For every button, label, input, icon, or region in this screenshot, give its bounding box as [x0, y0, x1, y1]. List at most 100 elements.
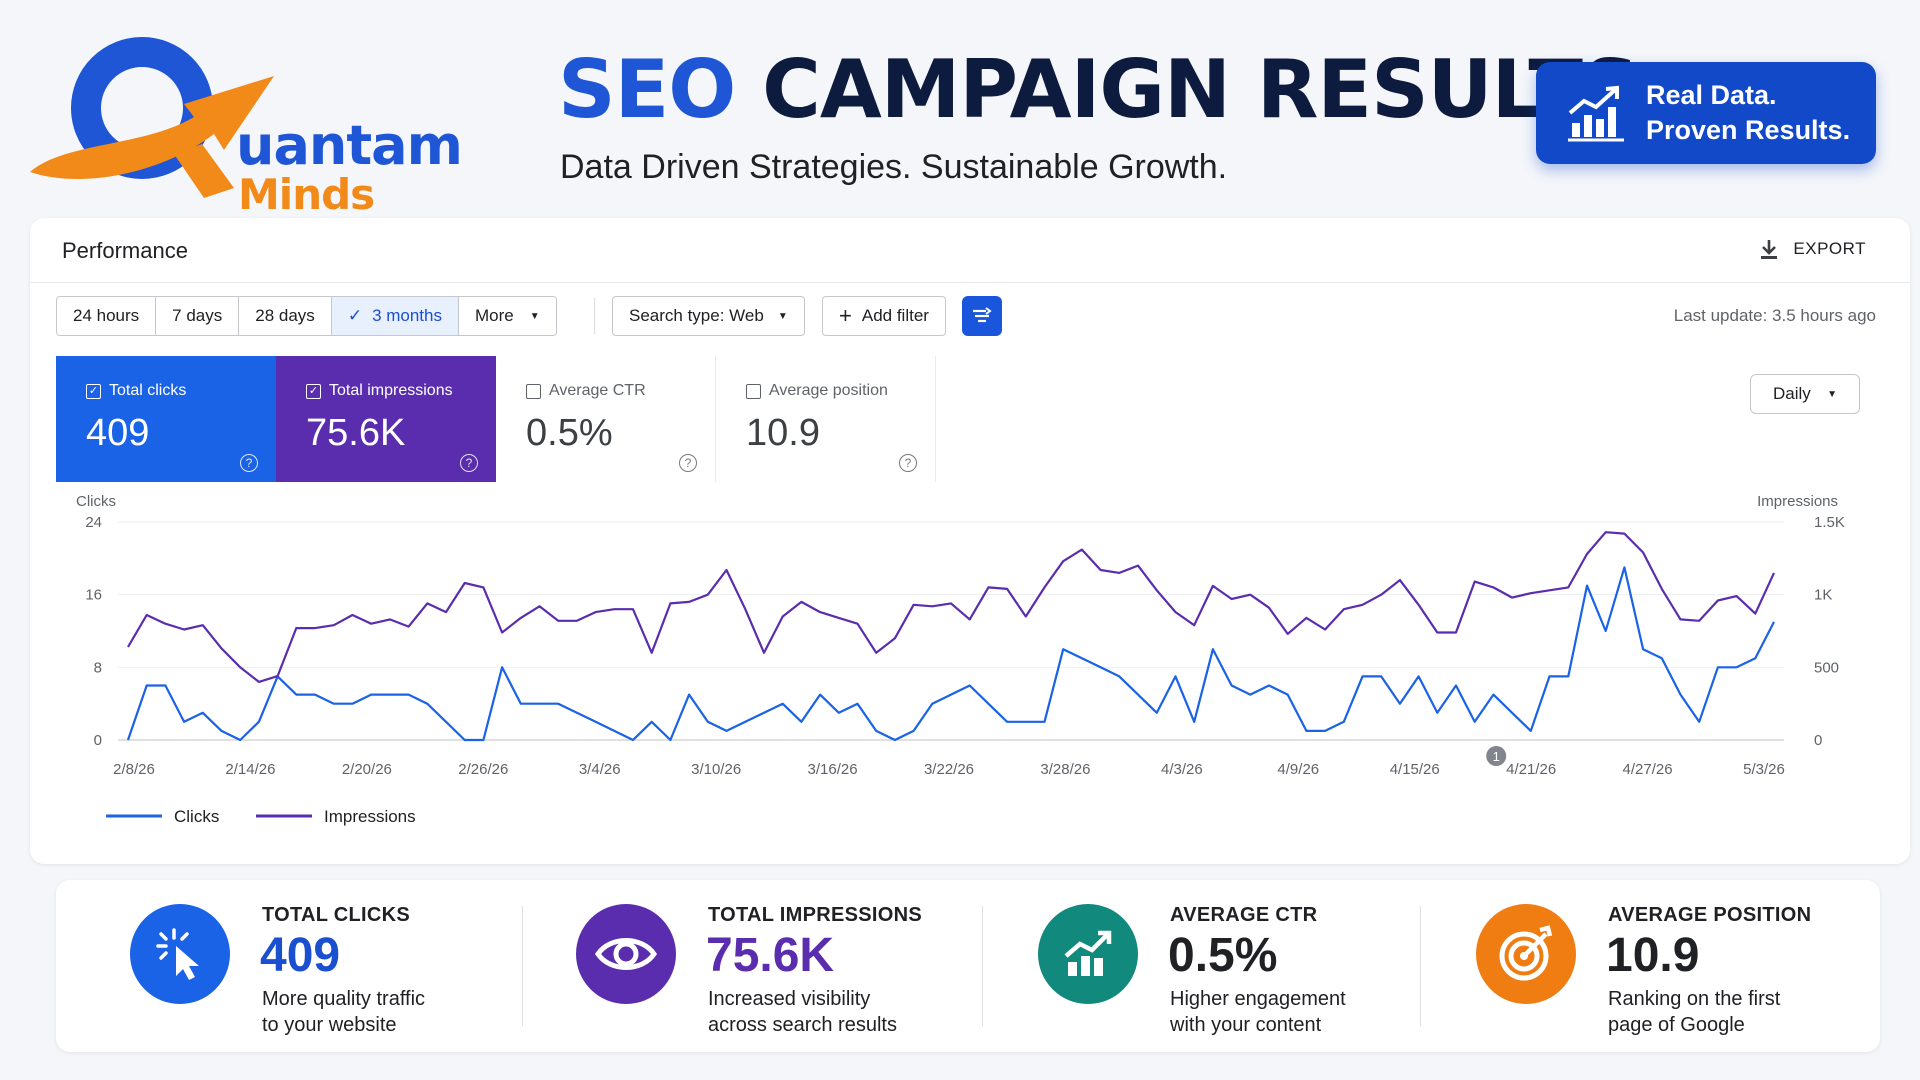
metric-label: Total clicks [109, 382, 187, 399]
x-tick-label: 2/26/26 [458, 761, 508, 778]
search-type-dropdown[interactable]: Search type: Web ▼ [612, 296, 805, 336]
page-title-main: CAMPAIGN RESULTS [762, 43, 1639, 136]
logo-word-minds: Minds [238, 170, 375, 219]
stat-total-impressions: TOTAL IMPRESSIONS 75.6K Increased visibi… [576, 880, 976, 1052]
page-title-accent: SEO [558, 43, 736, 136]
metric-tiles: ✓ Total clicks 409 ? ✓ Total impressions 7… [56, 356, 936, 482]
stat-desc-line: Ranking on the first [1608, 988, 1781, 1010]
range-label: 7 days [172, 306, 223, 325]
x-tick-label: 3/28/26 [1040, 761, 1090, 778]
range-28-days[interactable]: 28 days [239, 297, 332, 335]
metric-label: Total impressions [329, 382, 453, 399]
stat-divider [522, 906, 523, 1026]
cursor-click-icon [130, 904, 230, 1004]
x-tick-label: 4/21/26 [1506, 761, 1556, 778]
x-tick-label: 3/22/26 [924, 761, 974, 778]
target-icon [1476, 904, 1576, 1004]
range-7-days[interactable]: 7 days [156, 297, 240, 335]
stat-average-position: AVERAGE POSITION 10.9 Ranking on the fir… [1476, 880, 1876, 1052]
left-tick-label: 16 [85, 587, 102, 604]
add-filter-label: Add filter [861, 306, 929, 325]
summary-stats-card: TOTAL CLICKS 409 More quality traffic to… [56, 880, 1880, 1052]
checkbox-unchecked-icon [746, 383, 761, 399]
stat-value: 0.5% [1168, 929, 1278, 982]
badge-line-2: Proven Results. [1646, 115, 1851, 145]
stat-desc-line: to your website [262, 1014, 397, 1036]
left-tick-label: 0 [94, 732, 102, 749]
legend-label: Impressions [324, 807, 416, 826]
stat-average-ctr: AVERAGE CTR 0.5% Higher engagement with … [1038, 880, 1438, 1052]
help-icon[interactable]: ? [240, 454, 258, 472]
date-range-selector: 24 hours 7 days 28 days ✓ 3 months More … [56, 296, 557, 336]
performance-card: Performance EXPORT 24 hours 7 days 28 da… [30, 218, 1910, 864]
metric-value: 75.6K [306, 412, 406, 454]
add-filter-button[interactable]: + Add filter [822, 296, 946, 336]
help-icon[interactable]: ? [460, 454, 478, 472]
annotation-marker [1486, 746, 1507, 766]
stat-desc-line: with your content [1170, 1014, 1322, 1036]
header-divider [30, 282, 1910, 283]
performance-line-chart: Clicks Impressions 24 16 8 0 1.5K 1K 500 0 2/8/26 2… [76, 493, 1845, 826]
help-icon[interactable]: ? [899, 454, 917, 472]
left-tick-label: 8 [94, 659, 102, 676]
range-label: 24 hours [73, 306, 140, 325]
checkbox-checked-icon: ✓ [86, 383, 101, 399]
stat-label: AVERAGE CTR [1170, 904, 1318, 926]
x-tick-label: 5/3/26 [1743, 761, 1785, 778]
stat-desc-line: Increased visibility [708, 988, 871, 1010]
stat-total-clicks: TOTAL CLICKS 409 More quality traffic to… [130, 880, 510, 1052]
right-axis-title: Impressions [1757, 493, 1838, 510]
stat-desc-line: Higher engagement [1170, 988, 1346, 1010]
metric-tile-total-impressions[interactable]: ✓ Total impressions 75.6K ? [276, 356, 496, 482]
range-more-dropdown[interactable]: More ▼ [459, 297, 556, 335]
metric-value: 0.5% [526, 412, 613, 454]
stat-value: 75.6K [706, 929, 835, 982]
range-3-months[interactable]: ✓ 3 months [331, 297, 459, 335]
checkbox-unchecked-icon [526, 383, 541, 399]
stat-description: Higher engagement with your content [1170, 986, 1346, 1038]
metric-value: 409 [86, 412, 150, 454]
eye-icon [576, 904, 676, 1004]
stat-value: 409 [260, 929, 341, 982]
caret-down-icon: ▼ [1827, 388, 1837, 400]
page-subtitle: Data Driven Strategies. Sustainable Grow… [560, 148, 1228, 186]
x-tick-label: 4/3/26 [1161, 761, 1203, 778]
quantam-minds-logo: uantam Minds [24, 22, 463, 219]
filter-options-button[interactable] [962, 296, 1002, 336]
logo-word-uantam: uantam [236, 114, 463, 177]
left-tick-label: 24 [85, 514, 102, 531]
export-button[interactable]: EXPORT [1759, 238, 1866, 260]
export-label: EXPORT [1793, 239, 1866, 258]
checkbox-checked-icon: ✓ [306, 383, 321, 399]
metric-tile-average-ctr[interactable]: Average CTR 0.5% ? [496, 356, 716, 482]
annotation-label: 1 [1493, 749, 1500, 764]
badge-text: Real Data. Proven Results. [1646, 78, 1850, 148]
search-type-label: Search type: Web [629, 306, 764, 325]
range-label: More [475, 306, 514, 325]
stat-description: More quality traffic to your website [262, 986, 425, 1038]
growth-chart-icon [1038, 904, 1138, 1004]
range-24-hours[interactable]: 24 hours [57, 297, 157, 335]
metric-tile-average-position[interactable]: Average position 10.9 ? [716, 356, 936, 482]
right-tick-label: 1.5K [1814, 514, 1845, 531]
performance-title: Performance [62, 238, 188, 263]
series-line-clicks [126, 566, 1775, 742]
stat-desc-line: across search results [708, 1014, 897, 1036]
range-label: 28 days [255, 306, 315, 325]
x-tick-label: 2/14/26 [225, 761, 275, 778]
left-axis-title: Clicks [76, 493, 116, 510]
granularity-dropdown[interactable]: Daily ▼ [1750, 374, 1860, 414]
check-icon: ✓ [347, 306, 363, 325]
help-icon[interactable]: ? [679, 454, 697, 472]
right-tick-label: 500 [1814, 659, 1839, 676]
legend-label: Clicks [174, 807, 219, 826]
x-tick-label: 4/15/26 [1390, 761, 1440, 778]
metric-tile-total-clicks[interactable]: ✓ Total clicks 409 ? [56, 356, 276, 482]
x-tick-label: 3/4/26 [579, 761, 621, 778]
toolbar-separator [594, 298, 595, 334]
stat-divider [1420, 906, 1421, 1026]
filter-lines-icon [973, 307, 992, 323]
stat-label: TOTAL IMPRESSIONS [708, 904, 923, 926]
x-tick-label: 4/9/26 [1277, 761, 1319, 778]
metric-value: 10.9 [746, 412, 820, 454]
